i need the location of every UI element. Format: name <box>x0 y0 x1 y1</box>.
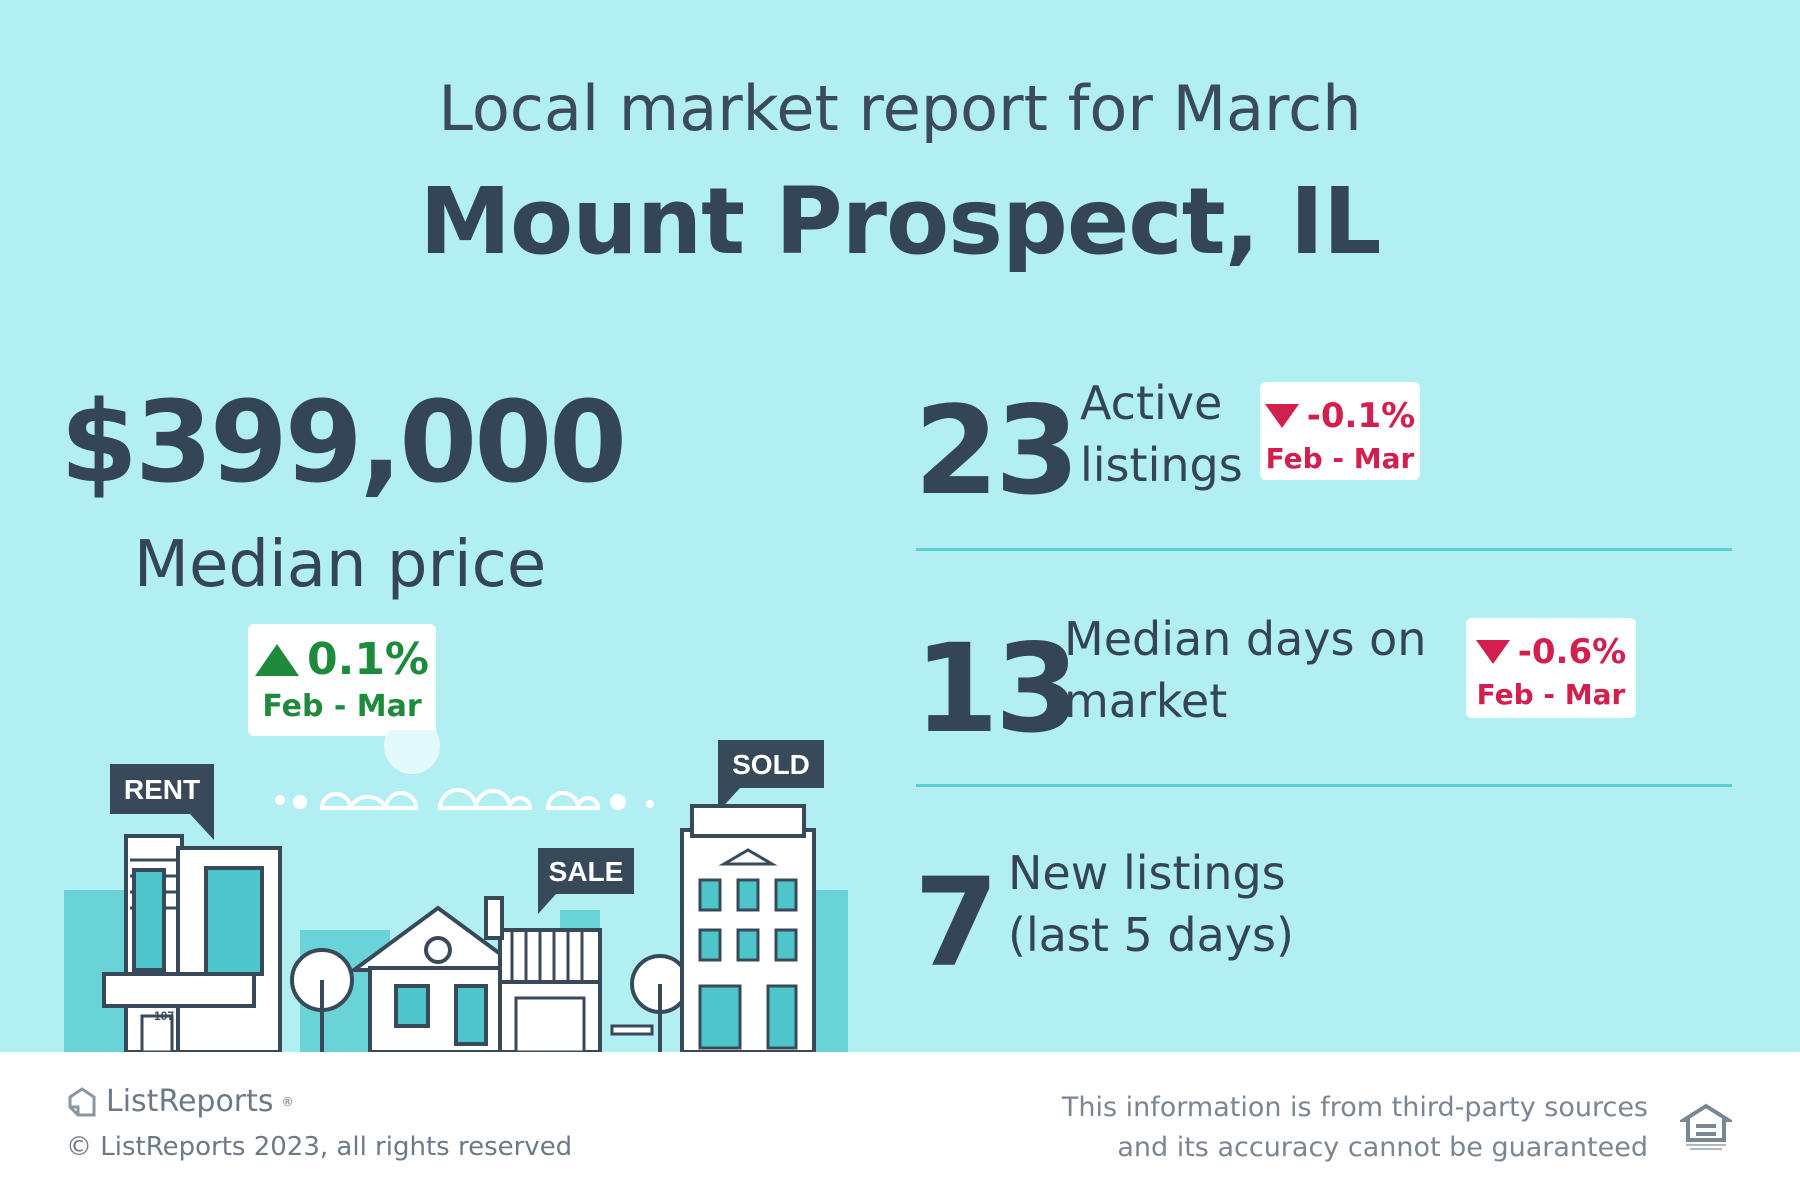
active-listings-label: Active listings <box>1080 376 1243 492</box>
median-price-value: $399,000 <box>60 378 627 508</box>
brand: ListReports ® <box>66 1084 294 1119</box>
report-subtitle: Local market report for March <box>438 72 1362 145</box>
neighborhood-illustration: RENT 107 SALE SOLD <box>64 730 848 1052</box>
active-listings-change-badge: -0.1% Feb - Mar <box>1260 382 1420 480</box>
new-listings-label: New listings (last 5 days) <box>1008 846 1294 962</box>
equal-housing-opportunity-icon <box>1680 1103 1732 1150</box>
arrow-down-icon <box>1475 640 1510 664</box>
listreports-logo-icon <box>68 1086 96 1116</box>
divider <box>916 548 1732 551</box>
median-days-label: Median days on market <box>1064 612 1427 728</box>
divider <box>916 784 1732 787</box>
median-days-period: Feb - Mar <box>1476 678 1626 711</box>
arrow-down-icon <box>1264 404 1299 428</box>
active-listings-period: Feb - Mar <box>1265 442 1415 475</box>
median-price-change-badge: 0.1% Feb - Mar <box>248 624 436 736</box>
house-number: 107 <box>154 1009 174 1023</box>
median-price-change: 0.1% <box>306 634 430 685</box>
rent-sign: RENT <box>124 774 200 805</box>
new-listings-value: 7 <box>914 852 999 994</box>
median-price-label: Median price <box>133 528 547 602</box>
sold-sign: SOLD <box>732 749 810 780</box>
copyright: © ListReports 2023, all rights reserved <box>66 1132 573 1162</box>
median-days-change: -0.6% <box>1517 632 1627 672</box>
brand-name: ListReports <box>106 1084 274 1119</box>
disclaimer: This information is from third-party sou… <box>1061 1092 1648 1163</box>
active-listings-value: 23 <box>914 380 1080 522</box>
report-title: Mount Prospect, IL <box>419 168 1381 275</box>
sale-sign: SALE <box>549 856 624 887</box>
arrow-up-icon <box>254 643 299 676</box>
median-price-period: Feb - Mar <box>262 689 422 724</box>
registered-mark: ® <box>281 1094 294 1109</box>
median-days-value: 13 <box>914 618 1080 760</box>
median-days-change-badge: -0.6% Feb - Mar <box>1466 618 1636 718</box>
footer: ListReports ® © ListReports 2023, all rig… <box>0 1052 1800 1200</box>
active-listings-change: -0.1% <box>1306 396 1416 436</box>
